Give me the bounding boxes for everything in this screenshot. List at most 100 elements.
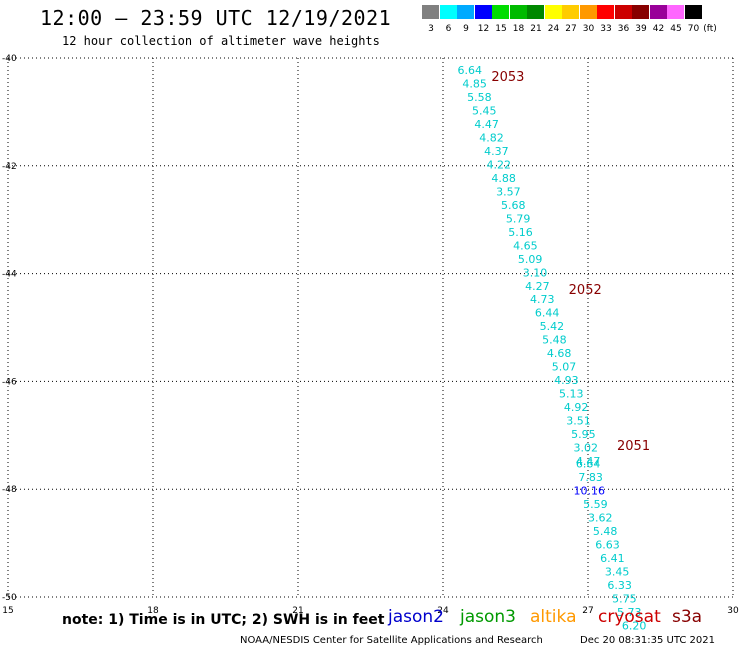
legend-label: 21 <box>530 24 542 34</box>
legend-swatch <box>649 5 667 19</box>
legend-swatch <box>457 5 474 19</box>
lon-tick-label: 27 <box>582 606 593 616</box>
swh-reading: 5.45 <box>472 105 497 118</box>
swh-reading: 5.73 <box>617 606 642 619</box>
swh-reading: 5.13 <box>559 388 584 401</box>
swh-reading: 4.22 <box>487 158 512 171</box>
swh-reading: 4.37 <box>484 145 509 158</box>
lat-tick-label: -48 <box>2 485 17 495</box>
timestamp-text: Dec 20 08:31:35 UTC 2021 <box>580 635 715 646</box>
swh-reading: 6.33 <box>607 579 632 592</box>
legend-label: 15 <box>495 24 507 34</box>
satellite-label-cryosat: cryosat <box>598 607 661 627</box>
swh-reading: 6.41 <box>600 552 625 565</box>
swh-reading: 7.83 <box>578 471 603 484</box>
legend-label: 42 <box>652 24 665 34</box>
legend-swatch <box>422 5 439 19</box>
legend-label: 36 <box>617 24 630 34</box>
lat-tick-label: -44 <box>2 270 17 280</box>
map-subtitle: 12 hour collection of altimeter wave hei… <box>62 34 380 48</box>
swh-reading: 5.48 <box>542 334 567 347</box>
swh-reading: 6.64 <box>576 458 601 471</box>
lon-tick-label: 18 <box>147 606 159 616</box>
pass-number-label: 2053 <box>491 70 524 85</box>
swh-reading: 5.95 <box>571 428 596 441</box>
legend-swatch <box>632 5 649 19</box>
legend-label: 39 <box>635 24 647 34</box>
swh-reading: 5.09 <box>518 253 543 266</box>
swh-reading: 3.02 <box>574 441 599 454</box>
swh-reading: 5.58 <box>467 91 492 104</box>
legend-label: 12 <box>477 24 490 34</box>
swh-reading: 3.10 <box>523 266 548 279</box>
legend-swatch <box>474 5 492 19</box>
swh-reading: 4.47 <box>576 455 601 468</box>
swh-reading: 4.73 <box>530 293 555 306</box>
swh-reading: 4.85 <box>462 78 487 91</box>
swh-reading: 5.16 <box>508 226 533 239</box>
swh-reading: 3.57 <box>496 185 520 198</box>
legend-swatch <box>509 5 527 19</box>
lon-tick-label: 15 <box>2 606 13 616</box>
lat-tick-label: -40 <box>2 54 17 64</box>
lat-tick-label: -46 <box>2 377 17 387</box>
swh-reading: 6.63 <box>595 538 620 551</box>
units-note: note: 1) Time is in UTC; 2) SWH is in fe… <box>62 612 385 628</box>
legend-swatch <box>667 5 684 19</box>
legend-label: 30 <box>582 24 595 34</box>
legend-unit: (ft) <box>703 24 717 34</box>
lat-tick-label: -50 <box>2 593 17 603</box>
swh-reading: 4.68 <box>547 347 572 360</box>
swh-reading: 3.51 <box>566 415 591 428</box>
swh-reading: 3.45 <box>605 565 630 578</box>
pass-number-label: 2052 <box>569 283 602 298</box>
credit-text: NOAA/NESDIS Center for Satellite Applica… <box>240 635 543 646</box>
lon-tick-label: 21 <box>292 606 303 616</box>
legend-swatch <box>439 5 457 19</box>
swh-reading: 3.62 <box>588 512 613 525</box>
legend-swatch <box>527 5 544 19</box>
swh-reading: 5.07 <box>552 361 577 374</box>
satellite-label-altika: altika <box>530 607 577 627</box>
satellite-label-s3a: s3a <box>672 607 703 627</box>
legend-label: 6 <box>445 24 452 34</box>
legend-swatch <box>579 5 597 19</box>
legend-label: 45 <box>670 24 682 34</box>
legend-label: 70 <box>687 24 700 34</box>
lon-tick-label: 30 <box>727 606 739 616</box>
pass-number-label: 2051 <box>617 439 650 454</box>
legend-label: 33 <box>600 24 612 34</box>
legend-label: 9 <box>463 24 469 34</box>
map-title: 12:00 – 23:59 UTC 12/19/2021 <box>40 6 392 30</box>
legend-label: 18 <box>512 24 525 34</box>
legend-swatch <box>614 5 632 19</box>
swh-reading: 4.88 <box>491 172 516 185</box>
swh-reading: 4.82 <box>479 132 504 145</box>
swh-reading: 4.27 <box>525 280 550 293</box>
legend-label: 24 <box>547 24 560 34</box>
legend-swatch <box>597 5 614 19</box>
swh-reading: 4.65 <box>513 239 538 252</box>
legend-label: 3 <box>428 24 434 34</box>
swh-reading: 5.42 <box>540 320 565 333</box>
swh-reading: 4.93 <box>554 374 579 387</box>
legend-swatch <box>544 5 562 19</box>
satellite-label-jason3: jason3 <box>460 607 516 627</box>
swh-reading: 4.47 <box>474 118 499 131</box>
swh-reading: 5.79 <box>506 212 531 225</box>
swh-reading: 5.59 <box>583 498 608 511</box>
swh-reading: 5.68 <box>501 199 526 212</box>
swh-reading: 6.20 <box>622 619 647 632</box>
legend-swatch <box>562 5 579 19</box>
swh-reading: 5.48 <box>593 525 618 538</box>
legend-swatch <box>684 5 702 19</box>
lat-tick-label: -42 <box>2 162 17 172</box>
legend-label: 27 <box>565 24 577 34</box>
swh-reading: 6.64 <box>458 64 483 77</box>
swh-reading: 5.75 <box>612 592 637 605</box>
swh-reading: 10.16 <box>574 485 606 498</box>
swh-reading: 6.44 <box>535 307 560 320</box>
lon-tick-label: 24 <box>437 606 449 616</box>
legend-swatch <box>492 5 509 19</box>
